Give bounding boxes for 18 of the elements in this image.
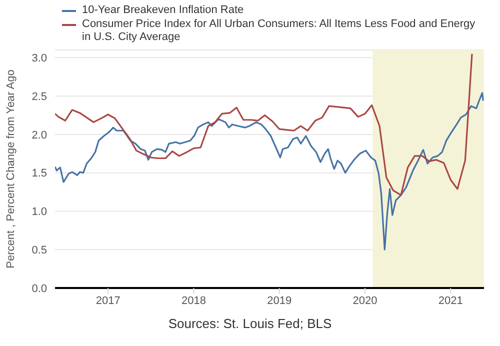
legend-label: Consumer Price Index for All Urban Consumers: All Items Less Food and Energy in U.S. City Average <box>82 18 476 44</box>
line-series <box>55 92 484 250</box>
line-series <box>55 53 473 196</box>
y-tick-label: 0.0 <box>32 282 47 295</box>
y-tick-label: 1.0 <box>32 206 47 218</box>
y-tick-label: 0.5 <box>32 244 47 257</box>
x-tick-label: 2018 <box>181 294 206 307</box>
y-tick-label: 2.0 <box>32 129 47 142</box>
x-tick-label: 2019 <box>267 294 292 307</box>
legend-label: 10-Year Breakeven Inflation Rate <box>82 4 244 17</box>
y-axis-title: Percent , Percent Change from Year Ago <box>4 70 17 268</box>
y-tick-label: 3.0 <box>32 52 47 65</box>
y-tick-label: 2.5 <box>32 90 47 103</box>
x-tick-label: 2017 <box>96 294 120 307</box>
y-tick-label: 1.5 <box>32 168 47 180</box>
source-note: Sources: St. Louis Fed; BLS <box>167 316 333 331</box>
x-tick-label: 2020 <box>352 294 378 307</box>
x-tick-label: 2021 <box>438 294 463 307</box>
